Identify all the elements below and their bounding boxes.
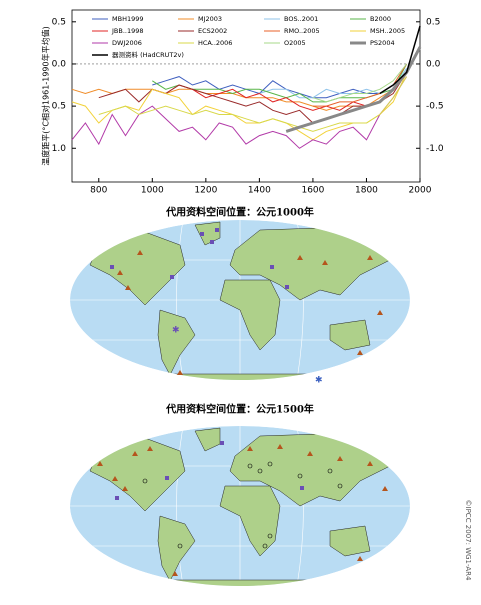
series-line <box>312 63 407 103</box>
legend-label: PS2004 <box>370 39 395 47</box>
series-line <box>152 63 408 103</box>
y-tick-label: 1.0 <box>52 144 67 154</box>
plot-frame <box>71 9 421 183</box>
y2-tick-label: -1.0 <box>426 144 444 154</box>
series-line <box>285 46 422 133</box>
series-line <box>259 67 408 99</box>
y-tick-label: 0.5 <box>52 17 66 27</box>
series-line <box>98 76 408 132</box>
legend-label: JBB..1998 <box>111 27 144 35</box>
map-title: 代用资料空间位置：公元1000年 <box>165 206 314 219</box>
y-axis-label: 温度距平(°C相对1961-1990年平均值) <box>41 26 51 165</box>
svg-text:✱: ✱ <box>172 326 180 336</box>
legend-label: RMO..2005 <box>284 27 320 35</box>
legend-label: B2000 <box>370 15 391 23</box>
legend-label: MBH1999 <box>112 15 144 23</box>
series-line <box>98 72 408 124</box>
map-title: 代用资料空间位置：公元1500年 <box>165 403 314 416</box>
x-tick-label: 1600 <box>301 186 324 196</box>
series-line <box>379 25 421 95</box>
copyright: ©IPCC 2007: WG1-AR4 <box>464 500 472 582</box>
y-tick-label: 0.0 <box>52 59 67 69</box>
y2-tick-label: 0.5 <box>426 17 440 27</box>
legend-label: 器测资料 (HadCRUT2v) <box>112 50 184 59</box>
series-line <box>152 72 407 99</box>
y-tick-label: 0.5 <box>52 102 66 112</box>
legend-label: BOS..2001 <box>284 15 318 23</box>
y2-tick-label: -0.5 <box>426 102 444 112</box>
map-1000: ✱✱ <box>70 220 410 390</box>
legend-label: MSH..2005 <box>370 27 405 35</box>
svg-text:✱: ✱ <box>315 376 323 386</box>
x-tick-label: 2000 <box>409 186 432 196</box>
map-1500 <box>70 426 410 596</box>
temperature-chart: 0.5 0.0 0.5 1.0 0.5 0.0 -0.5 -1.0 800 1000 1200 140… <box>41 9 444 196</box>
x-tick-label: 1000 <box>141 186 164 196</box>
legend-label: O2005 <box>284 39 306 47</box>
series-line <box>71 76 408 149</box>
x-tick-label: 1200 <box>194 186 217 196</box>
x-tick-label: 1800 <box>355 186 378 196</box>
x-tick-label: 800 <box>90 186 107 196</box>
legend-label: DWJ2006 <box>112 39 142 47</box>
y2-tick-label: 0.0 <box>426 59 441 69</box>
legend-label: HCA..2006 <box>198 39 232 47</box>
series-line <box>71 72 407 111</box>
series-line <box>71 72 408 141</box>
x-tick-label: 1400 <box>248 186 271 196</box>
legend-label: MJ2003 <box>198 15 222 23</box>
legend-label: ECS2002 <box>198 27 227 35</box>
